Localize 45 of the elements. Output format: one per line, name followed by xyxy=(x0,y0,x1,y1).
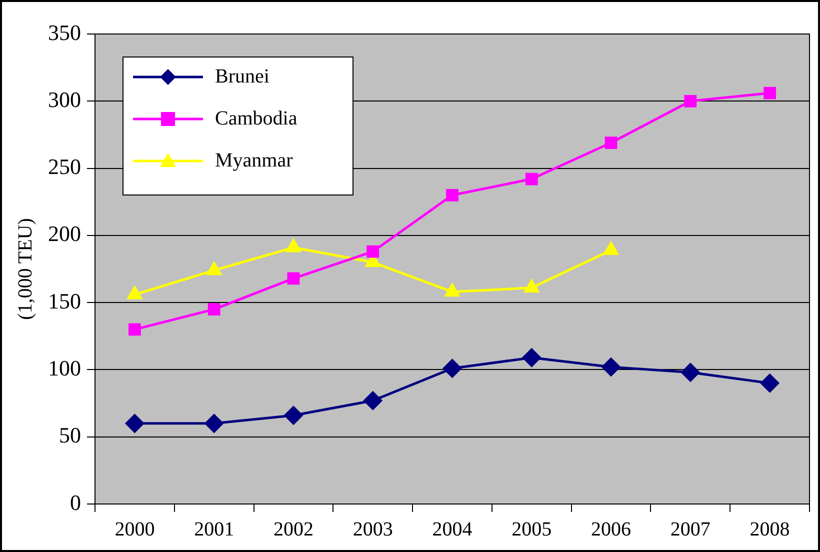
point xyxy=(684,94,697,108)
point xyxy=(446,188,458,202)
x-tick-label: 2004 xyxy=(432,518,472,540)
legend-label: Cambodia xyxy=(215,107,298,130)
x-tick-label: 2006 xyxy=(591,518,632,540)
point xyxy=(524,280,539,293)
x-tick-label: 2003 xyxy=(352,518,393,540)
point xyxy=(127,286,142,300)
y-tick-label: 250 xyxy=(48,154,81,180)
x-tick-label: 2001 xyxy=(194,518,234,540)
y-axis-title: (1,000 TEU) xyxy=(14,218,36,320)
point xyxy=(522,348,541,367)
point xyxy=(128,323,141,336)
y-tick-label: 100 xyxy=(48,355,81,380)
y-tick-label: 200 xyxy=(48,221,81,246)
point xyxy=(125,414,144,433)
point xyxy=(602,358,620,376)
point xyxy=(364,391,382,410)
y-tick-label: 300 xyxy=(48,86,81,112)
x-tick-label: 2002 xyxy=(273,518,314,540)
y-tick-label: 150 xyxy=(48,288,81,314)
legend-label: Myanmar xyxy=(215,149,294,172)
x-tick-label: 2007 xyxy=(670,518,710,540)
point xyxy=(287,272,300,285)
x-tick-label: 2008 xyxy=(750,518,790,540)
point xyxy=(760,374,780,392)
point xyxy=(366,245,380,258)
point xyxy=(443,359,462,378)
point xyxy=(286,239,301,252)
point xyxy=(444,284,460,297)
legend-label: Brunei xyxy=(215,65,270,88)
point xyxy=(208,303,220,316)
x-tick-label: 2005 xyxy=(512,518,552,540)
point xyxy=(204,414,224,433)
point xyxy=(206,262,222,276)
y-tick-label: 50 xyxy=(59,422,81,448)
y-tick-label: 0 xyxy=(70,490,81,515)
point xyxy=(525,172,538,186)
point xyxy=(604,136,618,149)
y-tick-label: 350 xyxy=(48,20,81,45)
x-tick-label: 2000 xyxy=(114,518,155,540)
point xyxy=(604,242,618,255)
point xyxy=(764,86,776,100)
point xyxy=(284,406,303,425)
point xyxy=(681,363,700,382)
